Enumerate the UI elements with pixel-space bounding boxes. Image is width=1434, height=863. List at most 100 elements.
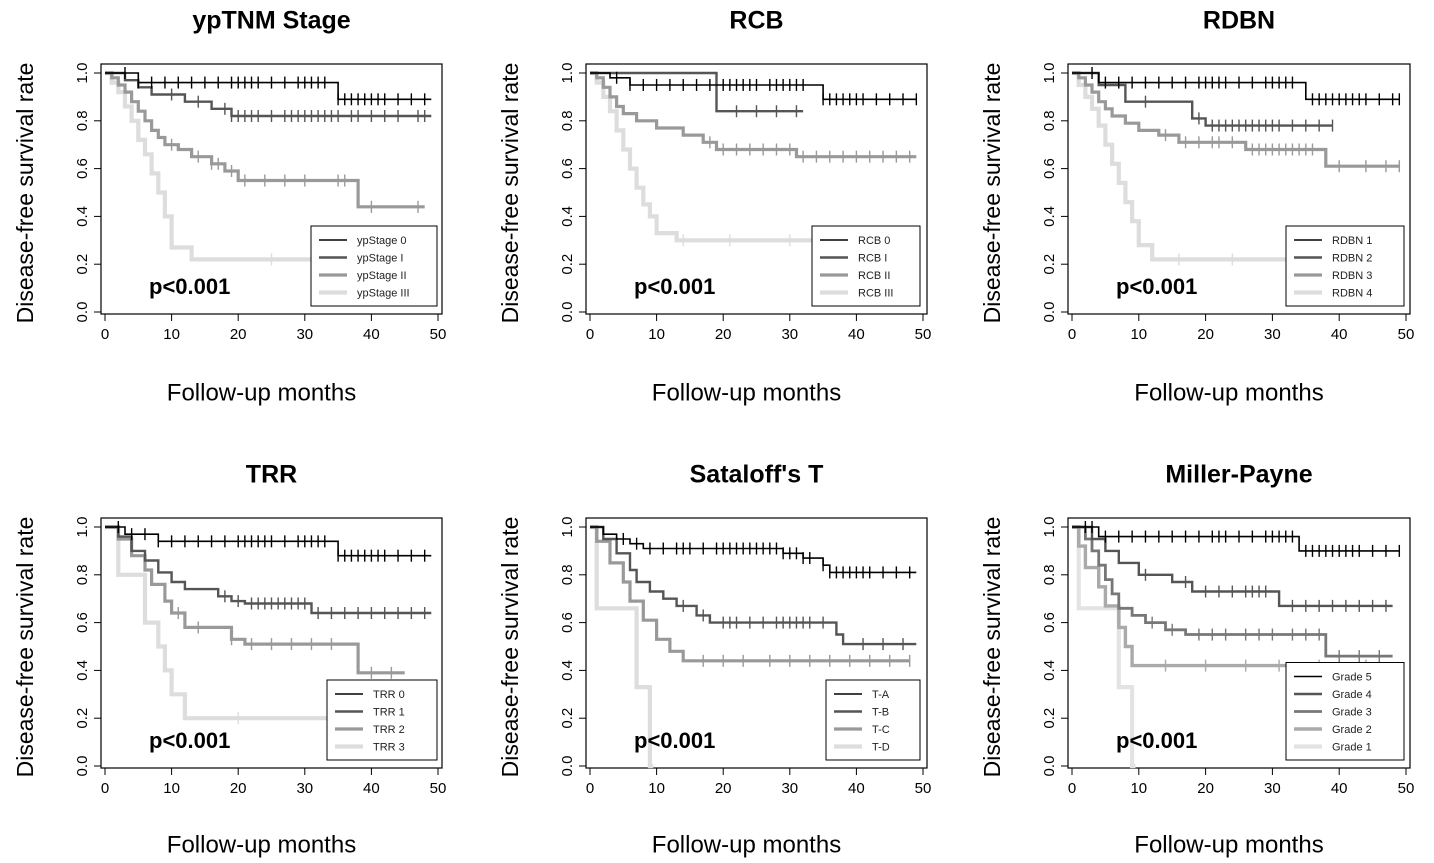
y-tick-label: 1.0 [1041,517,1058,538]
x-tick-label: 30 [781,780,798,797]
p-value-label: p<0.001 [149,728,230,753]
y-tick-label: 0.2 [74,254,91,275]
x-tick-label: 10 [1130,326,1147,343]
legend-label: RDBN 3 [1332,270,1372,282]
legend-label: RDBN 1 [1332,235,1372,247]
y-tick-label: 1.0 [559,63,576,84]
legend-label: T-D [872,742,890,754]
legend-label: T-C [872,724,890,736]
x-tick-label: 20 [230,326,247,343]
y-tick-label: 0.0 [74,756,91,777]
y-tick-label: 0.2 [559,708,576,729]
x-tick-label: 40 [363,326,380,343]
x-tick-label: 50 [430,780,447,797]
x-tick-label: 50 [915,780,932,797]
x-tick-label: 20 [1197,780,1214,797]
p-value-label: p<0.001 [149,274,230,299]
x-tick-label: 10 [648,780,665,797]
panel-title: ypTNM Stage [192,7,350,35]
x-tick-label: 0 [101,780,109,797]
x-tick-label: 0 [586,780,594,797]
plot-frame [100,63,443,315]
y-tick-label: 0.2 [74,708,91,729]
survival-curve-t-a [590,526,917,574]
panel-title: RCB [729,7,783,35]
x-tick-label: 10 [163,326,180,343]
survival-curve-trr-1 [105,525,432,615]
legend-label: Grade 1 [1332,742,1372,754]
y-axis-label: Disease-free survival rate [12,517,38,778]
p-value-label: p<0.001 [634,274,715,299]
p-value-label: p<0.001 [1116,728,1197,753]
plot-frame [585,63,928,315]
legend-label: TRR 2 [373,724,405,736]
survival-curve-ypstage-i [105,71,432,118]
x-tick-label: 50 [915,326,932,343]
y-tick-label: 1.0 [74,517,91,538]
survival-curve-trr-2 [105,525,405,675]
y-tick-label: 0.4 [1041,660,1058,681]
survival-curve-rdbn-2 [1072,71,1333,127]
legend-label: T-B [872,707,889,719]
legend-label: RDBN 2 [1332,253,1372,265]
km-panel-1: ypTNM Stage 0 10 20 30 40 50 0.0 0.2 0.4 0.6 0.8 1.0… [12,7,446,407]
y-tick-label: 0.0 [559,302,576,323]
x-tick-label: 40 [363,780,380,797]
survival-curve-rdbn-1 [1072,72,1400,101]
legend-label: ypStage III [357,288,410,300]
km-panel-4: TRR 0 10 20 30 40 50 0.0 0.2 0.4 0.6 0.8 1.0 Follow-u… [12,461,446,859]
p-value-label: p<0.001 [1116,274,1197,299]
x-tick-label: 30 [1264,326,1281,343]
legend: TRR 0 TRR 1 TRR 2 TRR 3 [326,679,438,761]
y-axis-label: Disease-free survival rate [979,63,1005,324]
x-tick-label: 20 [1197,326,1214,343]
plot-frame [1067,517,1411,769]
x-axis-label: Follow-up months [652,831,841,858]
survival-curve-grade-3 [1072,525,1393,658]
x-tick-label: 20 [715,326,732,343]
legend-label: Grade 4 [1332,689,1372,701]
legend-label: Grade 2 [1332,724,1372,736]
y-tick-label: 0.4 [559,206,576,227]
legend-label: RDBN 4 [1332,288,1372,300]
y-tick-label: 0.6 [74,158,91,179]
km-panel-3: RDBN 0 10 20 30 40 50 0.0 0.2 0.4 0.6 0.8 1.0 Follow-… [979,7,1414,407]
x-tick-label: 30 [296,780,313,797]
legend: T-A T-B T-C T-D [825,679,921,761]
y-tick-label: 0.8 [1041,110,1058,131]
x-axis-label: Follow-up months [1134,831,1323,858]
y-tick-label: 0.6 [559,612,576,633]
y-tick-label: 0.4 [1041,206,1058,227]
survival-curve-rcb-iii [590,70,917,243]
y-tick-label: 0.0 [74,302,91,323]
panel-title: Miller-Payne [1165,461,1312,489]
x-tick-label: 10 [648,326,665,343]
legend-label: T-A [872,689,890,701]
x-tick-label: 0 [101,326,109,343]
y-tick-label: 0.6 [74,612,91,633]
plot-frame [585,517,928,769]
x-tick-label: 0 [1068,780,1076,797]
km-panel-5: Sataloff's T 0 10 20 30 40 50 0.0 0.2 0.4 0.6 0.8 1.… [497,461,931,859]
y-tick-label: 0.0 [1041,302,1058,323]
plot-frame [1067,63,1411,315]
x-tick-label: 50 [430,326,447,343]
survival-curve-t-b [590,525,917,646]
survival-curve-ypstage-iii [105,70,425,262]
panel-title: Sataloff's T [690,461,824,489]
x-tick-label: 30 [1264,780,1281,797]
x-tick-label: 10 [1130,780,1147,797]
legend: RDBN 1 RDBN 2 RDBN 3 RDBN 4 [1285,225,1405,307]
survival-curve-ypstage-ii [105,71,425,209]
x-tick-label: 0 [586,326,594,343]
legend-label: RCB I [858,253,887,265]
y-tick-label: 0.2 [1041,708,1058,729]
survival-curve-t-c [590,525,910,663]
y-tick-label: 0.6 [1041,158,1058,179]
x-tick-label: 50 [1398,326,1415,343]
legend-label: ypStage 0 [357,235,407,247]
panel-title: RDBN [1203,7,1275,35]
legend-label: RCB III [858,288,893,300]
x-tick-label: 40 [1331,326,1348,343]
